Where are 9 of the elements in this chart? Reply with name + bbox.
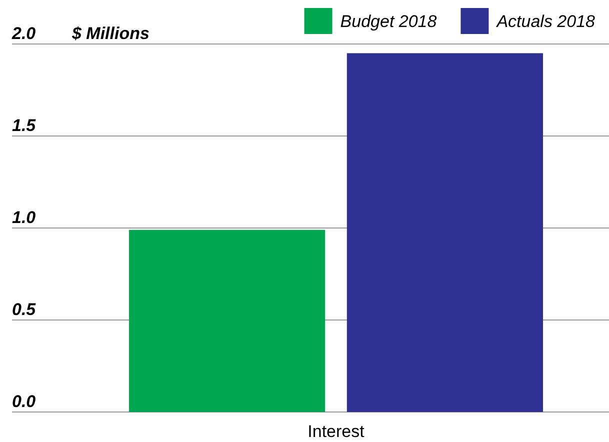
y-tick-label: 0.0 xyxy=(12,392,36,411)
x-tick-label: Interest xyxy=(308,422,365,441)
legend-label: Actuals 2018 xyxy=(496,12,596,31)
y-tick-label: 0.5 xyxy=(12,300,36,319)
y-tick-label: 2.0 xyxy=(11,24,36,43)
y-tick-label: 1.0 xyxy=(12,208,36,227)
y-axis-title: $ Millions xyxy=(71,24,150,43)
y-tick-label: 1.5 xyxy=(12,116,36,135)
legend-label: Budget 2018 xyxy=(340,12,438,31)
